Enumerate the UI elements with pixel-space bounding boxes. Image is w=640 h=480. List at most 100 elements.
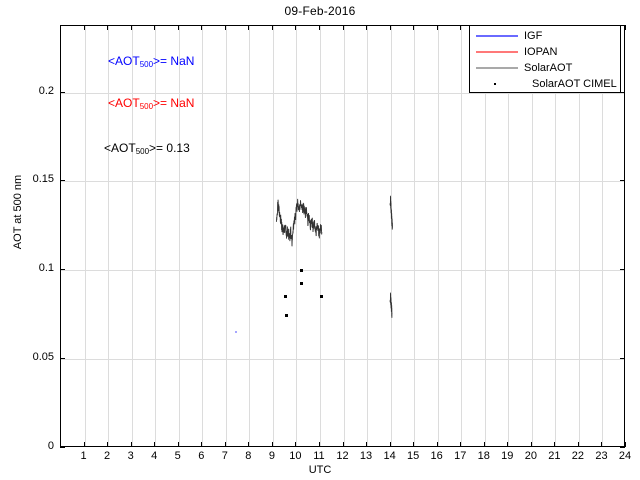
legend-line-swatch-icon: [476, 35, 518, 37]
y-axis-tick: [60, 180, 65, 182]
x-tick-label: 5: [174, 450, 181, 462]
x-tick-label: 20: [524, 450, 537, 462]
x-tick-label: 19: [501, 450, 514, 462]
series-line: [275, 198, 323, 247]
x-axis-tick: [625, 442, 626, 447]
y-tick-label: 0: [47, 440, 54, 452]
x-axis-tick: [318, 442, 320, 447]
x-axis-tick: [154, 25, 156, 30]
legend-item[interactable]: IGF: [470, 28, 622, 44]
data-point-marker: [300, 282, 304, 286]
x-axis-tick: [507, 442, 509, 447]
x-axis-tick: [389, 442, 391, 447]
x-axis-tick: [201, 442, 203, 447]
gridline-horizontal: [61, 359, 624, 361]
annotation-solaraot-mean: <AOT500>= 0.13: [104, 141, 190, 156]
x-axis-tick: [83, 442, 85, 447]
x-tick-label: 16: [430, 450, 443, 462]
x-axis-tick: [271, 25, 273, 30]
x-tick-label: 12: [336, 450, 349, 462]
x-axis-tick: [342, 25, 344, 30]
gridline-horizontal: [61, 270, 624, 272]
gridline-vertical: [225, 26, 227, 446]
y-tick-label: 0.15: [32, 173, 54, 186]
gridline-vertical: [155, 26, 157, 446]
x-axis-tick: [342, 442, 344, 447]
x-axis-tick: [130, 25, 132, 30]
x-axis-tick: [177, 25, 179, 30]
y-axis-tick: [60, 269, 65, 271]
gridline-vertical: [202, 26, 204, 446]
x-tick-label: 9: [268, 450, 275, 462]
x-tick-label: 21: [548, 450, 561, 462]
data-point-marker: [235, 330, 238, 333]
x-tick-label: 13: [359, 450, 373, 462]
x-tick-label: 18: [477, 450, 490, 462]
gridline-vertical: [414, 26, 416, 446]
gridline-vertical: [131, 26, 133, 446]
x-tick-label: 2: [104, 450, 111, 462]
x-axis-tick: [530, 442, 532, 447]
x-tick-label: 17: [454, 450, 467, 462]
gridline-vertical: [367, 26, 369, 446]
plot-area: [60, 25, 625, 447]
y-axis-tick: [60, 447, 65, 448]
x-axis-tick: [295, 25, 297, 30]
legend-item[interactable]: SolarAOT CIMEL: [470, 76, 622, 92]
x-axis-tick: [601, 442, 603, 447]
x-axis-tick: [436, 442, 438, 447]
legend-label: IGF: [524, 30, 543, 42]
gridline-vertical: [108, 26, 110, 446]
gridline-vertical: [296, 26, 298, 446]
x-tick-label: 1: [80, 450, 87, 462]
legend-label: SolarAOT: [524, 62, 573, 74]
x-axis-tick: [130, 442, 132, 447]
x-tick-label: 6: [198, 450, 205, 462]
x-axis-tick: [460, 25, 462, 30]
gridline-vertical: [272, 26, 274, 446]
annotation-igf-mean: <AOT500>= NaN: [108, 54, 195, 69]
x-axis-tick: [625, 25, 626, 30]
data-point-marker: [284, 294, 288, 298]
x-tick-label: 10: [289, 450, 302, 462]
gridline-vertical: [343, 26, 345, 446]
x-axis-tick: [295, 442, 297, 447]
gridline-vertical: [555, 26, 557, 446]
gridline-vertical: [602, 26, 604, 446]
x-axis-tick: [154, 442, 156, 447]
gridline-vertical: [437, 26, 439, 446]
annotation-iopan-mean: <AOT500>= NaN: [108, 96, 195, 111]
gridline-vertical: [531, 26, 533, 446]
x-axis-tick: [224, 25, 226, 30]
x-axis-tick: [177, 442, 179, 447]
legend-line-swatch-icon: [476, 51, 518, 53]
legend-label: SolarAOT CIMEL: [532, 78, 617, 90]
x-tick-label: 4: [151, 450, 158, 462]
x-tick-label: 8: [245, 450, 252, 462]
x-axis-tick: [554, 442, 556, 447]
gridline-horizontal: [61, 181, 624, 183]
x-axis-tick: [318, 25, 320, 30]
x-tick-label: 11: [313, 450, 325, 462]
x-axis-tick: [577, 442, 579, 447]
page-title: 09-Feb-2016: [284, 4, 356, 18]
x-axis-tick: [366, 25, 368, 30]
x-axis-tick: [366, 442, 368, 447]
y-axis-tick: [620, 269, 625, 271]
x-axis-tick: [107, 25, 109, 30]
gridline-vertical: [178, 26, 180, 446]
gridline-horizontal: [61, 92, 624, 94]
y-axis-tick: [60, 358, 65, 360]
gridline-vertical: [461, 26, 463, 446]
x-axis-tick: [483, 442, 485, 447]
x-tick-label: 22: [571, 450, 585, 462]
legend-item[interactable]: SolarAOT: [470, 60, 622, 76]
x-axis-tick: [224, 442, 226, 447]
gridline-vertical: [84, 26, 86, 446]
y-axis-tick: [620, 358, 625, 360]
y-axis-title: AOT at 500 nm: [12, 174, 24, 250]
legend-item[interactable]: IOPAN: [470, 44, 622, 60]
y-axis-tick: [60, 91, 65, 93]
x-axis-tick: [83, 25, 85, 30]
